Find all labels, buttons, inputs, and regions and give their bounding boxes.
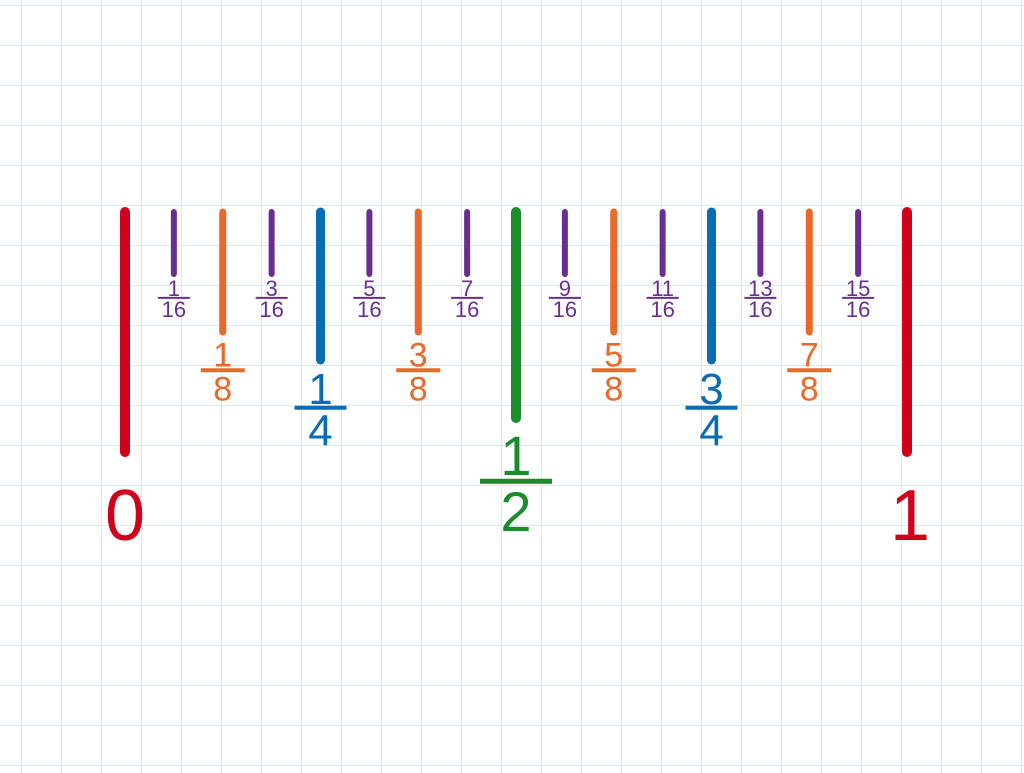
fraction-denominator-15: 16 (846, 297, 870, 322)
fraction-denominator-3: 16 (259, 297, 283, 322)
fraction-numerator-14: 7 (800, 337, 819, 375)
fraction-numerator-10: 5 (604, 337, 623, 375)
fraction-numerator-1: 1 (168, 276, 180, 301)
fraction-denominator-6: 8 (409, 370, 428, 408)
fraction-denominator-9: 16 (553, 297, 577, 322)
ruler-mark-3: 316 (255, 209, 288, 322)
ruler-mark-6: 38 (396, 208, 441, 408)
fraction-denominator-1: 16 (162, 297, 186, 322)
ruler-mark-14: 78 (787, 208, 832, 408)
fraction-numerator-5: 5 (363, 276, 375, 301)
ruler-mark-2: 18 (200, 208, 245, 408)
ruler-mark-5: 516 (353, 209, 386, 322)
whole-label-0: 0 (105, 476, 145, 556)
fraction-denominator-12: 4 (699, 407, 723, 456)
fraction-numerator-8: 1 (500, 424, 531, 487)
fraction-denominator-13: 16 (748, 297, 772, 322)
fraction-numerator-2: 1 (213, 337, 232, 375)
fraction-denominator-7: 16 (455, 297, 479, 322)
fraction-numerator-7: 7 (461, 276, 473, 301)
whole-label-1: 1 (890, 476, 930, 556)
fraction-denominator-11: 16 (650, 297, 674, 322)
ruler-mark-0: 0 (105, 207, 145, 556)
fraction-denominator-8: 2 (500, 480, 531, 543)
fraction-denominator-2: 8 (213, 370, 232, 408)
ruler-mark-8: 12 (480, 207, 552, 543)
fraction-numerator-9: 9 (559, 276, 571, 301)
fraction-numerator-11: 11 (651, 276, 674, 301)
ruler-mark-4: 14 (294, 207, 347, 456)
ruler-mark-9: 916 (548, 209, 581, 322)
fraction-numerator-3: 3 (266, 276, 278, 301)
ruler-mark-1: 116 (157, 209, 190, 322)
fraction-denominator-5: 16 (357, 297, 381, 322)
ruler-mark-16: 1 (890, 207, 930, 556)
ruler-mark-12: 34 (685, 207, 738, 456)
fraction-denominator-10: 8 (604, 370, 623, 408)
ruler-mark-10: 58 (591, 208, 636, 408)
ruler-mark-7: 716 (451, 209, 484, 322)
fraction-denominator-4: 4 (308, 407, 332, 456)
fraction-denominator-14: 8 (800, 370, 819, 408)
fraction-numerator-6: 3 (409, 337, 428, 375)
